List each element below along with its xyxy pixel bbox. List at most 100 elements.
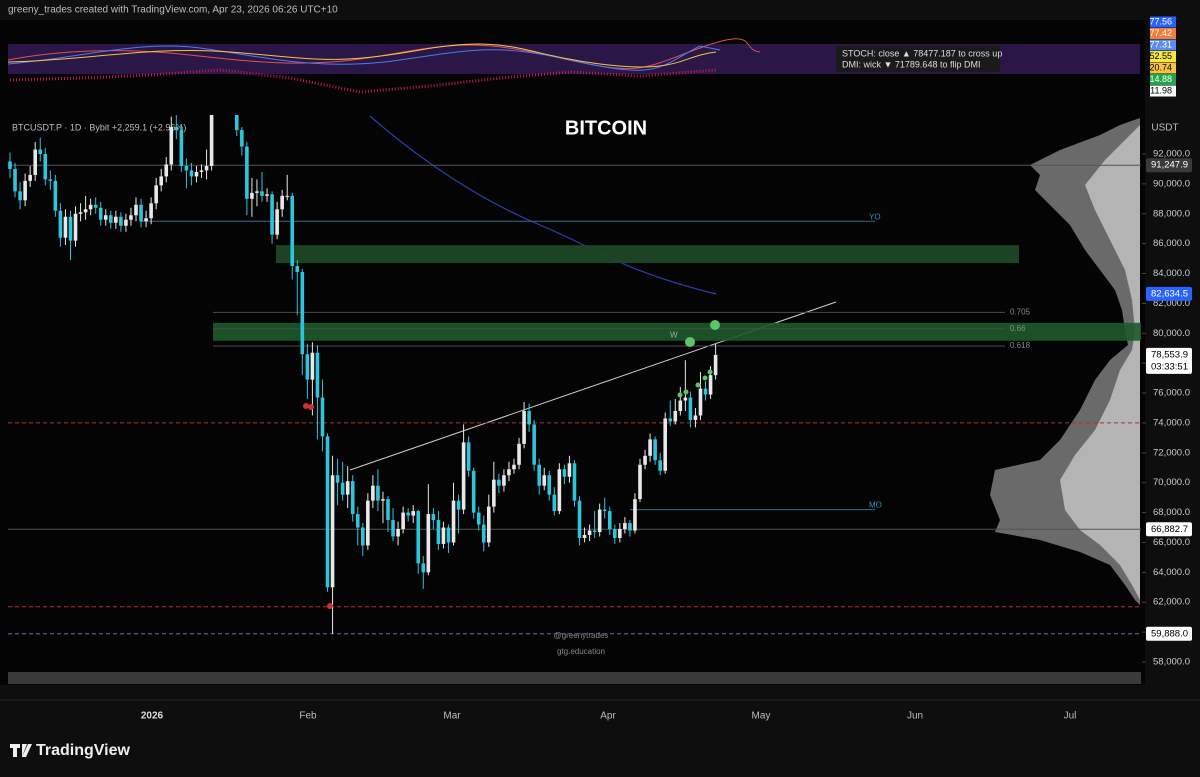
candle-body [517, 443, 521, 465]
candle-body [577, 500, 582, 538]
candle-body [204, 165, 209, 171]
candle-body [713, 354, 718, 376]
price-tag-label: 78,553.9 [1151, 349, 1188, 360]
y-tick-label: 84,000.0 [1153, 268, 1190, 279]
candle-body [668, 418, 673, 422]
candle-body [547, 475, 552, 495]
candle-body [154, 185, 158, 204]
candle-body [209, 115, 214, 166]
candle-body [441, 527, 446, 544]
y-tick-label: 92,000.0 [1153, 149, 1190, 160]
candle-body [567, 463, 572, 477]
osc-tag [1150, 85, 1176, 97]
volume-profile-inner [1060, 125, 1140, 600]
candle-body [340, 482, 345, 495]
candle-body [381, 499, 385, 501]
candle-body [164, 164, 169, 177]
osc-label: 14.88 [1149, 74, 1172, 84]
candle-body [18, 191, 22, 201]
y-tick-label: 70,000.0 [1153, 477, 1190, 488]
fib-label: 0.66 [1010, 324, 1026, 333]
candle-body [688, 397, 693, 420]
price-tag-label: 82,634.5 [1151, 288, 1188, 299]
candle-body [53, 180, 58, 211]
candle-body [63, 216, 68, 238]
candle-body [144, 218, 148, 222]
candle-body [98, 207, 103, 220]
candle-body [461, 442, 466, 510]
candle-body [426, 514, 431, 573]
price-tag-label: 59,888.0 [1151, 628, 1188, 639]
x-tick-label: Apr [600, 711, 616, 722]
osc-tag [1150, 16, 1176, 28]
zone [213, 322, 1141, 341]
osc-curve [7, 45, 721, 71]
candle-body [471, 470, 476, 513]
candle-body [280, 195, 284, 210]
plot-area [0, 20, 1145, 685]
price-tag [1146, 286, 1192, 301]
candle-body [93, 204, 98, 208]
candle-body [159, 176, 163, 186]
candle-body [33, 149, 37, 175]
candle-body [355, 514, 360, 528]
watermark: gtg.education [557, 647, 605, 656]
candle-body [542, 475, 547, 486]
candle-body [411, 511, 415, 516]
candle-body [169, 127, 174, 165]
candle-body [658, 460, 662, 471]
candle-body [587, 530, 592, 535]
candle-body [532, 424, 536, 465]
candle-body [456, 500, 461, 510]
candle-body [371, 485, 375, 501]
credit: greeny_trades created with TradingView.c… [8, 5, 338, 16]
price-tag-label: 66,882.7 [1151, 524, 1188, 535]
x-tick-label: 2026 [141, 711, 164, 722]
candle-body [582, 534, 587, 538]
candle-body [361, 527, 365, 546]
candle-body [23, 180, 27, 201]
candle-body [48, 179, 53, 181]
candle-body [194, 171, 199, 177]
alert-text: STOCH: close ▲ 78477.187 to cross up [842, 48, 1002, 58]
candle-body [618, 529, 622, 538]
fib-label: 0.705 [1010, 307, 1031, 316]
candle-body [134, 204, 138, 216]
signal-dot [308, 404, 314, 410]
candle-body [643, 455, 647, 465]
candle-body [522, 410, 526, 444]
signal-dot [303, 403, 309, 409]
candle-body [235, 115, 239, 131]
watermark: @greenytrades [554, 631, 609, 640]
symbol: BTCUSDT.P · 1D · Bybit +2,259.1 (+2.96%) [12, 122, 186, 132]
candle-body [421, 563, 426, 573]
candle-body [345, 481, 350, 495]
candle-body [139, 204, 143, 222]
candle-body [476, 512, 481, 525]
price-tag [1146, 158, 1192, 173]
osc-label: 77.56 [1149, 16, 1172, 26]
candle-body [330, 475, 335, 588]
candle-body [497, 479, 501, 486]
candle-body [406, 512, 410, 516]
candle-body [683, 397, 688, 401]
candle-body [552, 494, 557, 512]
y-tick-label: 90,000.0 [1153, 178, 1190, 189]
alert-box [836, 46, 1000, 72]
price-tag [1146, 626, 1192, 641]
alert-text: DMI: wick ▼ 71789.648 to flip DMI [842, 59, 980, 69]
level-label: MO [869, 501, 882, 510]
currency: USDT [1151, 123, 1178, 134]
candle-body [28, 174, 32, 181]
osc-tag [1150, 74, 1176, 85]
countdown: 03:33:51 [1151, 361, 1188, 372]
candle-body [708, 375, 713, 395]
candle-body [109, 215, 113, 223]
candle-body [73, 213, 78, 241]
candle-body [698, 388, 703, 416]
fib-label: 0.618 [1010, 341, 1031, 350]
osc-label: 20.74 [1149, 62, 1172, 72]
candle-body [602, 509, 607, 512]
candle-body [8, 161, 12, 169]
candle-body [78, 212, 83, 214]
